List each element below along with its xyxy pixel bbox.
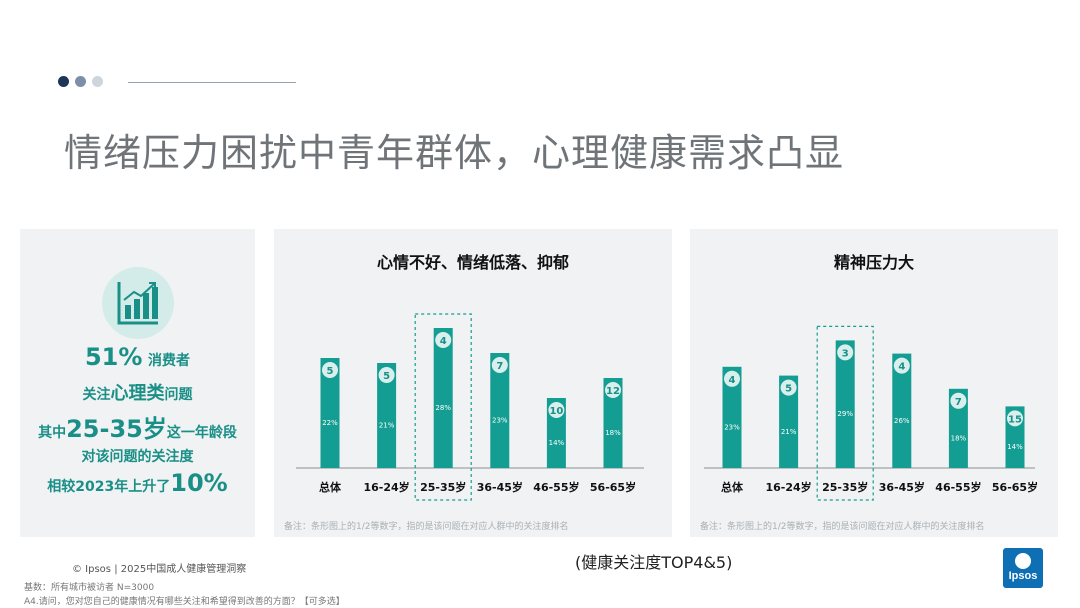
rise-prefix: 相较2023年上升了	[47, 479, 171, 495]
value-label: 14%	[549, 439, 565, 447]
progress-dots	[58, 76, 103, 87]
category-label: 46-55岁	[935, 480, 981, 494]
bar	[490, 353, 510, 468]
rank-label: 5	[785, 384, 792, 395]
category-label: 16-24岁	[364, 480, 410, 494]
age-suffix: 这一年龄段	[166, 425, 237, 441]
category-label: 36-45岁	[477, 480, 523, 494]
category-label: 总体	[319, 480, 342, 494]
category-label: 56-65岁	[992, 480, 1038, 494]
bar	[892, 353, 912, 468]
dot-2	[75, 76, 86, 87]
chart-1-title: 心情不好、情绪低落、抑郁	[376, 253, 569, 272]
rank-label: 7	[955, 397, 962, 408]
category-label: 46-55岁	[533, 480, 579, 494]
stat-consumers: 消费者	[148, 353, 191, 369]
chart-2-svg: 4 23% 总体 5 21% 16-24岁 3 29% 25-35岁 4 26% 36-45岁 7 18%…	[704, 325, 1038, 501]
rank-label: 7	[496, 361, 503, 372]
rank-label: 4	[440, 336, 447, 347]
rank-label: 3	[842, 348, 849, 359]
chart-panel-1: 心情不好、情绪低落、抑郁 5 22% 总体 5 21% 16-24岁 4 28% 25-35岁 7…	[274, 229, 672, 537]
value-label: 28%	[435, 404, 451, 412]
rank-label: 12	[606, 386, 620, 397]
value-label: 26%	[894, 417, 910, 425]
bar	[603, 378, 623, 468]
rank-badge	[435, 332, 452, 348]
rank-badge	[378, 367, 395, 383]
copyright: © Ipsos | 2025中国成人健康管理洞察	[72, 564, 247, 575]
stat-panel: 51% 消费者 关注心理类问题 其中25-35岁这一年龄段 对该问题的关注度 相…	[20, 229, 255, 537]
rank-label: 5	[327, 366, 334, 377]
stat-line-5: 相较2023年上升了10%	[20, 469, 255, 497]
rank-badge	[780, 379, 797, 396]
rank-badge	[893, 357, 910, 374]
value-label: 23%	[724, 423, 740, 431]
category-label: 总体	[721, 480, 744, 494]
chart-panel-2: 精神压力大 4 23% 总体 5 21% 16-24岁 3 29% 25-35岁 4 26% 36-4…	[690, 229, 1058, 537]
bar	[948, 388, 968, 468]
chart-2-note: 备注：条形图上的1/2等数字，指的是该问题在对应人群中的关注度排名	[700, 522, 985, 532]
value-label: 18%	[951, 434, 967, 442]
category-label: 16-24岁	[766, 480, 812, 494]
stat-line-3: 其中25-35岁这一年龄段	[20, 409, 255, 444]
bar	[722, 366, 742, 468]
stat-line-1: 51% 消费者	[20, 343, 255, 371]
ipsos-logo: Ipsos	[1003, 548, 1043, 588]
value-label: 21%	[781, 428, 797, 436]
value-label: 22%	[322, 419, 338, 427]
rank-badge	[491, 357, 508, 373]
dot-1	[58, 76, 69, 87]
focus-highlight: 心理类	[110, 383, 165, 404]
header-rule	[128, 82, 296, 83]
category-label: 25-35岁	[822, 480, 868, 494]
rank-label: 4	[729, 375, 736, 386]
focus-suffix: 问题	[164, 387, 193, 403]
rank-label: 4	[898, 362, 905, 373]
rank-label: 5	[383, 371, 390, 382]
chart-1-svg: 5 22% 总体 5 21% 16-24岁 4 28% 25-35岁 7 23% 36-45岁 10 14…	[296, 313, 644, 501]
dot-3	[92, 76, 103, 87]
rank-badge	[1007, 410, 1023, 427]
bar	[320, 358, 340, 468]
rank-badge	[724, 370, 740, 387]
rank-badge	[322, 362, 338, 378]
rank-badge	[837, 344, 854, 361]
category-label: 25-35岁	[420, 480, 466, 494]
focus-prefix: 关注	[82, 387, 111, 403]
rank-badge	[950, 392, 967, 409]
value-label: 21%	[379, 422, 395, 430]
rank-badge	[605, 382, 621, 398]
bar	[779, 375, 799, 468]
bar	[433, 328, 453, 468]
bar-chart-growth-icon	[102, 267, 174, 339]
rank-label: 15	[1008, 414, 1022, 425]
highlight-box	[816, 325, 874, 501]
value-label: 18%	[605, 429, 621, 437]
category-label: 56-65岁	[590, 480, 636, 494]
bar	[377, 363, 397, 468]
survey-question: A4.请问，您对您自己的健康情况有哪些关注和希望得到改善的方面？【可多选】	[24, 597, 345, 607]
category-label: 36-45岁	[879, 480, 925, 494]
bar	[835, 340, 855, 468]
chart-1-note: 备注：条形图上的1/2等数字，指的是该问题在对应人群中的关注度排名	[284, 522, 569, 532]
value-label: 29%	[837, 410, 853, 418]
rise-value: 10%	[170, 469, 228, 497]
logo-mark	[1015, 553, 1031, 569]
value-label: 23%	[492, 417, 508, 425]
age-prefix: 其中	[38, 425, 67, 441]
value-label: 14%	[1007, 443, 1023, 451]
rank-badge	[548, 402, 565, 418]
page-title: 情绪压力困扰中青年群体，心理健康需求凸显	[64, 131, 845, 175]
rank-label: 10	[549, 406, 563, 417]
age-highlight: 25-35岁	[66, 415, 167, 443]
chart-subnote: (健康关注度TOP4&5)	[575, 553, 733, 572]
stat-percentage: 51%	[84, 343, 143, 371]
stat-line-2: 关注心理类问题	[20, 379, 255, 405]
sample-base: 基数：所有城市被访者 N=3000	[24, 583, 155, 593]
stat-line-4: 对该问题的关注度	[81, 449, 194, 465]
logo-text: Ipsos	[1008, 570, 1038, 582]
chart-2-title: 精神压力大	[833, 253, 914, 272]
